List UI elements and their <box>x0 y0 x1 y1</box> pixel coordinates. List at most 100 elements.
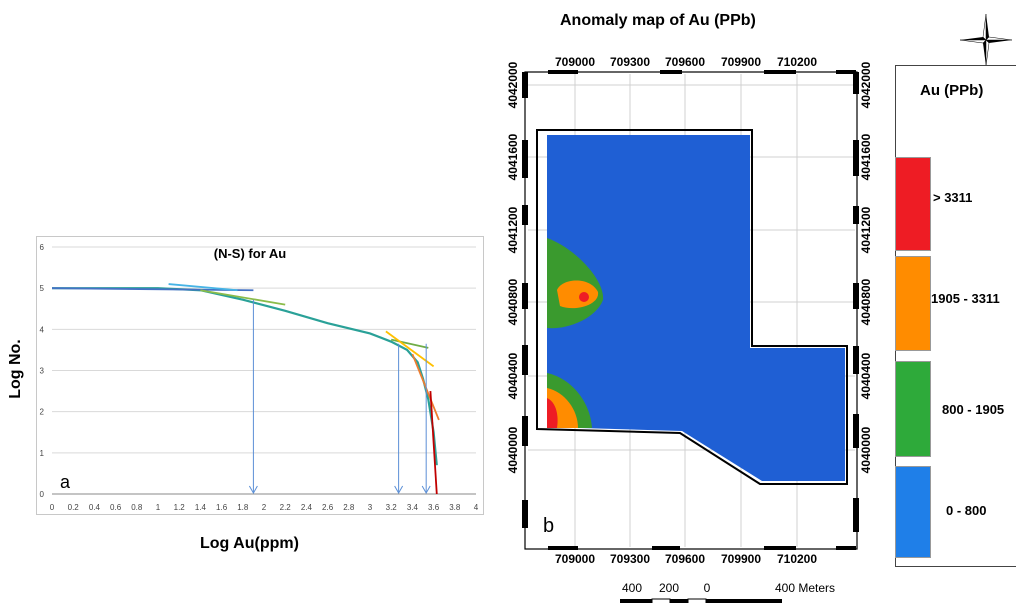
x-tick-label-1.4: 1.4 <box>195 503 207 512</box>
map-x-tick-top-710200: 710200 <box>777 55 817 69</box>
border-bar-v-11 <box>853 346 859 374</box>
legend-label-high: 1905 - 3311 <box>931 291 1000 306</box>
border-bar-v-6 <box>522 500 528 528</box>
legend-label-low: 0 - 800 <box>946 503 987 518</box>
map-y-tick-right-4041600: 4041600 <box>859 133 873 180</box>
x-tick-label-1.2: 1.2 <box>174 503 186 512</box>
ns-plot-y-ticks: 0 1 2 3 4 5 6 <box>40 243 45 499</box>
y-tick-label-1: 1 <box>40 449 45 458</box>
border-bar-h-6 <box>764 546 796 550</box>
ns-plot-frame <box>36 236 484 515</box>
legend-swatch-medium <box>895 361 931 457</box>
border-bar-v-3 <box>522 283 528 309</box>
anomaly-map-title: Anomaly map of Au (PPb) <box>560 12 756 29</box>
map-y-ticks: 4042000 4042000 4041600 4041600 4041200 40412… <box>506 61 873 473</box>
map-x-tick-bottom-709900: 709900 <box>721 552 761 566</box>
border-bar-v-0 <box>522 72 528 98</box>
border-bar-v-1 <box>522 140 528 178</box>
x-tick-label-1.8: 1.8 <box>237 503 249 512</box>
legend-title: Au (PPb) <box>920 82 984 99</box>
y-tick-label-5: 5 <box>40 284 45 293</box>
x-tick-label-0.8: 0.8 <box>131 503 143 512</box>
series-line-5 <box>385 330 435 368</box>
y-tick-label-2: 2 <box>40 408 45 417</box>
ns-plot-x-ticks: 0 0.2 0.4 0.6 0.8 1 1.2 1.4 1.6 1.8 2 2.2 2.4 2.6 2.8 3… <box>50 503 479 512</box>
x-tick-label-2.2: 2.2 <box>280 503 292 512</box>
border-bar-v-12 <box>853 414 859 448</box>
map-y-tick-right-4041200: 4041200 <box>859 206 873 253</box>
legend-swatch-high <box>895 256 931 351</box>
border-bar-h-3 <box>836 70 856 74</box>
map-x-tick-top-709000: 709000 <box>555 55 595 69</box>
series-line-2 <box>168 283 238 292</box>
scale-label-400: 400 <box>622 581 642 595</box>
map-y-tick-left-4040400: 4040400 <box>506 352 520 399</box>
legend-swatch-very-high <box>895 157 931 251</box>
y-tick-label-4: 4 <box>40 325 45 334</box>
border-bar-v-13 <box>853 498 859 532</box>
border-bar-h-4 <box>548 546 578 550</box>
series-line-4 <box>391 338 429 349</box>
map-panel-label: b <box>543 515 554 537</box>
threshold-arrowhead-0 <box>248 485 258 495</box>
map-y-tick-left-4040000: 4040000 <box>506 426 520 473</box>
map-y-tick-left-4042000: 4042000 <box>506 61 520 108</box>
border-bar-h-0 <box>548 70 578 74</box>
x-tick-label-0: 0 <box>50 503 55 512</box>
x-tick-label-2: 2 <box>262 503 267 512</box>
map-y-tick-right-4040000: 4040000 <box>859 426 873 473</box>
x-tick-label-0.2: 0.2 <box>68 503 80 512</box>
series-line-6 <box>411 353 440 421</box>
ns-plot-series <box>51 283 440 495</box>
map-y-tick-left-4041200: 4041200 <box>506 206 520 253</box>
map-x-tick-bottom-709000: 709000 <box>555 552 595 566</box>
border-bar-h-2 <box>764 70 796 74</box>
border-bar-v-5 <box>522 416 528 446</box>
map-study-area-outline <box>536 129 848 485</box>
scale-label-200: 200 <box>659 581 679 595</box>
map-y-tick-left-4041600: 4041600 <box>506 133 520 180</box>
map-x-tick-top-709300: 709300 <box>610 55 650 69</box>
scale-label-0: 0 <box>704 581 711 595</box>
map-x-tick-bottom-709300: 709300 <box>610 552 650 566</box>
border-bar-v-9 <box>853 206 859 224</box>
x-tick-label-0.4: 0.4 <box>89 503 101 512</box>
map-y-tick-right-4042000: 4042000 <box>859 61 873 108</box>
x-tick-label-1: 1 <box>156 503 161 512</box>
north-arrow-icon <box>960 14 1012 66</box>
ns-plot-title: (N-S) for Au <box>214 246 287 261</box>
map-x-ticks: 709000 709000 709300 709300 709600 709600 7099… <box>555 55 817 566</box>
map-x-tick-bottom-709600: 709600 <box>665 552 705 566</box>
x-tick-label-3.6: 3.6 <box>428 503 440 512</box>
map-zone-very-high-south <box>547 398 558 428</box>
border-bar-h-7 <box>836 546 856 550</box>
x-tick-label-3: 3 <box>368 503 373 512</box>
border-bar-h-1 <box>660 70 682 74</box>
x-tick-label-4: 4 <box>474 503 479 512</box>
map-border-bars <box>522 70 859 550</box>
series-line-3 <box>200 289 286 306</box>
x-tick-label-3.4: 3.4 <box>407 503 419 512</box>
map-y-tick-left-4040800: 4040800 <box>506 278 520 325</box>
map-x-tick-top-709600: 709600 <box>665 55 705 69</box>
map-zone-high-north <box>557 280 599 309</box>
border-bar-h-5 <box>652 546 680 550</box>
ns-plot-panel-label: a <box>60 472 71 492</box>
y-tick-label-3: 3 <box>40 367 45 376</box>
map-y-tick-right-4040400: 4040400 <box>859 352 873 399</box>
y-tick-label-0: 0 <box>40 490 45 499</box>
legend-swatch-low <box>895 466 931 558</box>
map-zone-low <box>547 135 845 481</box>
map-x-tick-bottom-710200: 710200 <box>777 552 817 566</box>
border-bar-v-2 <box>522 205 528 225</box>
x-tick-label-1.6: 1.6 <box>216 503 228 512</box>
x-tick-label-2.6: 2.6 <box>322 503 334 512</box>
threshold-arrowhead-2 <box>421 485 431 495</box>
x-tick-label-3.8: 3.8 <box>449 503 461 512</box>
map-x-tick-top-709900: 709900 <box>721 55 761 69</box>
border-bar-v-4 <box>522 345 528 375</box>
series-line-7 <box>429 391 438 495</box>
border-bar-v-8 <box>853 140 859 176</box>
